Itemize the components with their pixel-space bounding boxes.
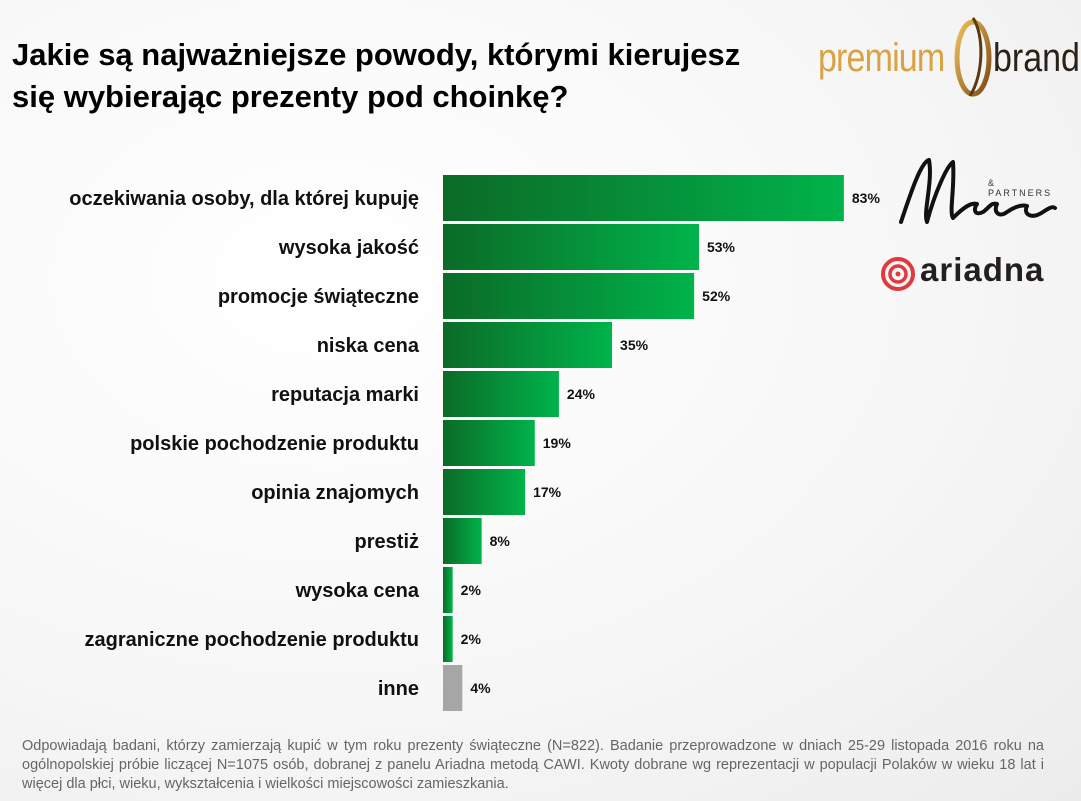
bar (443, 322, 613, 368)
category-label: promocje świąteczne (218, 286, 419, 308)
value-label: 17% (533, 484, 562, 500)
category-label: niska cena (317, 335, 420, 357)
maison-signature-icon (899, 158, 1057, 224)
logo-brand-word: brand (993, 36, 1080, 80)
bar (443, 224, 699, 270)
logo-premium-word: premium (818, 36, 945, 80)
value-label: 24% (567, 386, 596, 402)
value-label: 4% (470, 680, 491, 696)
value-label: 35% (620, 337, 649, 353)
ariadna-spiral-icon (881, 257, 915, 291)
value-label: 2% (461, 631, 482, 647)
category-label: oczekiwania osoby, dla której kupuję (69, 188, 419, 210)
footnote: Odpowiadają badani, którzy zamierzają ku… (22, 738, 1044, 792)
bar (443, 567, 453, 613)
value-label: 19% (543, 435, 572, 451)
category-label: wysoka cena (295, 580, 420, 602)
bar (443, 665, 463, 711)
logo-ring-icon (954, 17, 992, 97)
bar (443, 518, 482, 564)
category-label: prestiż (355, 531, 419, 553)
bar (443, 175, 844, 221)
value-label: 2% (461, 582, 482, 598)
bar (443, 616, 453, 662)
bar (443, 469, 526, 515)
maison-subtitle: & PARTNERS (988, 178, 1053, 198)
category-label: opinia znajomych (251, 482, 419, 504)
maison-logo: & PARTNERS (893, 152, 1058, 232)
ariadna-word: ariadna (920, 251, 1045, 288)
chart-bars-group: oczekiwania osoby, dla której kupuję 83% w… (69, 175, 880, 711)
chart-title: Jakie są najważniejsze powody, którymi k… (12, 37, 741, 114)
value-label: 52% (702, 288, 731, 304)
category-label: inne (378, 678, 419, 700)
bar (443, 420, 535, 466)
category-label: wysoka jakość (278, 237, 419, 259)
value-label: 8% (490, 533, 511, 549)
bar (443, 273, 695, 319)
category-label: reputacja marki (271, 384, 419, 406)
premium-brand-logo: premium brand (818, 14, 1080, 104)
ariadna-logo: ariadna (880, 251, 1060, 293)
bar-chart: oczekiwania osoby, dla której kupuję 83% w… (69, 175, 880, 711)
category-label: polskie pochodzenie produktu (130, 433, 419, 455)
value-label: 53% (707, 239, 736, 255)
bar (443, 371, 559, 417)
value-label: 83% (852, 190, 881, 206)
category-label: zagraniczne pochodzenie produktu (85, 629, 419, 651)
